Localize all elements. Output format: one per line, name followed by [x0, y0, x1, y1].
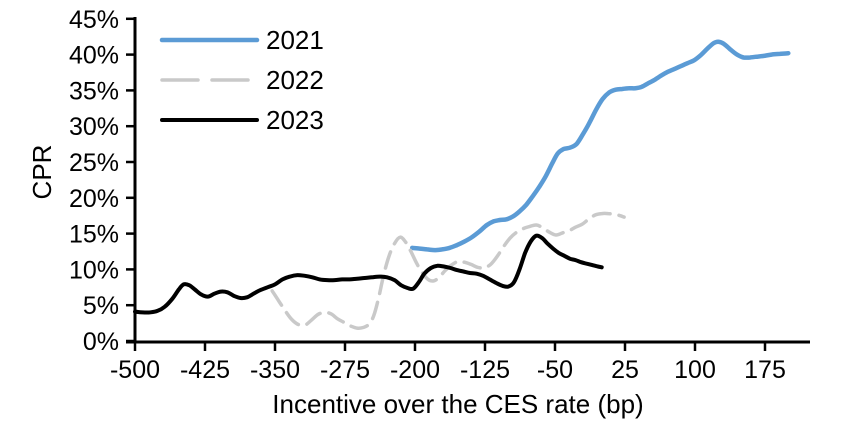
x-tick-label: -425 [180, 356, 230, 384]
y-tick-label: 0% [83, 328, 119, 356]
legend-label-2023: 2023 [266, 105, 324, 135]
y-tick-label: 15% [69, 221, 119, 249]
y-tick-label: 20% [69, 185, 119, 213]
x-tick-label: 175 [744, 356, 786, 384]
legend: 2021 2022 2023 [159, 25, 324, 135]
legend-label-2021: 2021 [266, 25, 324, 55]
y-tick-label: 40% [69, 42, 119, 70]
legend-label-2022: 2022 [266, 65, 324, 95]
y-tick-label: 5% [83, 292, 119, 320]
tick-labels: 0% 5% 10% 15% 20% 25% 30% 35% 40% 45% -500 -425 -350… [69, 6, 786, 384]
x-tick-label: -350 [250, 356, 300, 384]
x-tick-label: -50 [537, 356, 573, 384]
y-tick-label: 25% [69, 149, 119, 177]
series-line-2023 [133, 233, 604, 315]
series-line-2022 [270, 211, 626, 330]
series-line-2021 [409, 39, 791, 253]
y-tick-label: 35% [69, 77, 119, 105]
x-tick-label: 100 [674, 356, 716, 384]
series-lines [133, 39, 791, 330]
y-tick-label: 10% [69, 256, 119, 284]
y-tick-label: 30% [69, 113, 119, 141]
y-tick-label: 45% [69, 6, 119, 34]
x-tick-label: -500 [110, 356, 160, 384]
x-tick-label: -200 [390, 356, 440, 384]
x-tick-label: -275 [320, 356, 370, 384]
axes [126, 17, 810, 351]
y-axis-title: CPR [27, 145, 57, 200]
x-axis-title: Incentive over the CES rate (bp) [272, 389, 643, 419]
x-tick-label: 25 [611, 356, 639, 384]
x-tick-label: -125 [460, 356, 510, 384]
